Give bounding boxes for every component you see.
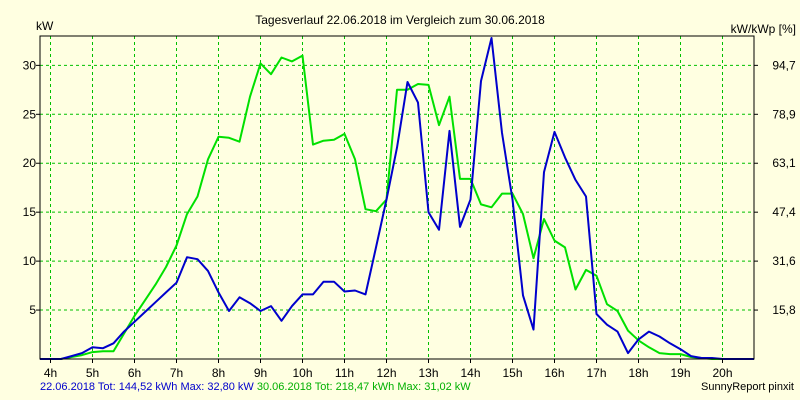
x-tick-label: 5h bbox=[86, 366, 99, 380]
x-tick-label: 13h bbox=[418, 366, 438, 380]
y-tick-label-left: 25 bbox=[23, 107, 37, 121]
chart-title: Tagesverlauf 22.06.2018 im Vergleich zum… bbox=[255, 13, 545, 27]
x-tick-label: 11h bbox=[335, 366, 354, 380]
y-tick-label-right: 94,7 bbox=[772, 58, 796, 72]
y-tick-label-left: 15 bbox=[23, 205, 37, 219]
x-tick-label: 6h bbox=[128, 366, 141, 380]
y-tick-label-right: 63,1 bbox=[772, 156, 796, 170]
plot-frame bbox=[39, 35, 755, 360]
x-tick-label: 4h bbox=[44, 366, 57, 380]
footer-series-2-summary: 30.06.2018 Tot: 218,47 kWh Max: 31,02 kW bbox=[256, 381, 471, 393]
grid bbox=[40, 36, 754, 359]
x-tick-label: 14h bbox=[460, 366, 480, 380]
y-tick-label-left: 20 bbox=[23, 156, 37, 170]
footer-credit: SunnyReport pinxit bbox=[701, 381, 794, 393]
x-tick-label: 8h bbox=[212, 366, 225, 380]
y-tick-label-right: 78,9 bbox=[772, 107, 796, 121]
x-tick-label: 12h bbox=[376, 366, 396, 380]
x-tick-label: 20h bbox=[712, 366, 732, 380]
x-tick-label: 16h bbox=[544, 366, 564, 380]
y-tick-label-left: 10 bbox=[23, 254, 37, 268]
y-axis-left-label: kW bbox=[36, 19, 54, 33]
x-tick-label: 15h bbox=[502, 366, 522, 380]
series-line-1 bbox=[40, 37, 754, 360]
y-tick-label-left: 5 bbox=[29, 303, 36, 317]
tick-labels: 4h 5h 6h 7h 8h 9h 10h 11h 12h 13h 14h 15h 16h 17h 18h 1… bbox=[23, 58, 796, 380]
y-tick-label-right: 31,6 bbox=[772, 254, 796, 268]
footer-summary: 22.06.2018 Tot: 144,52 kWh Max: 32,80 kW… bbox=[40, 381, 471, 393]
x-tick-label: 19h bbox=[670, 366, 690, 380]
y-tick-label-left: 30 bbox=[23, 58, 37, 72]
x-tick-label: 18h bbox=[628, 366, 648, 380]
x-tick-label: 9h bbox=[254, 366, 267, 380]
x-tick-label: 17h bbox=[586, 366, 606, 380]
series-line-2 bbox=[40, 54, 754, 360]
y-axis-right-label: kW/kWp [%] bbox=[731, 22, 796, 36]
y-tick-label-right: 15,8 bbox=[772, 303, 796, 317]
y-tick-label-right: 47,4 bbox=[772, 205, 796, 219]
x-tick-label: 7h bbox=[170, 366, 183, 380]
x-tick-label: 10h bbox=[292, 366, 312, 380]
series-group bbox=[40, 37, 754, 360]
footer-series-1-summary: 22.06.2018 Tot: 144,52 kWh Max: 32,80 kW bbox=[40, 381, 254, 393]
